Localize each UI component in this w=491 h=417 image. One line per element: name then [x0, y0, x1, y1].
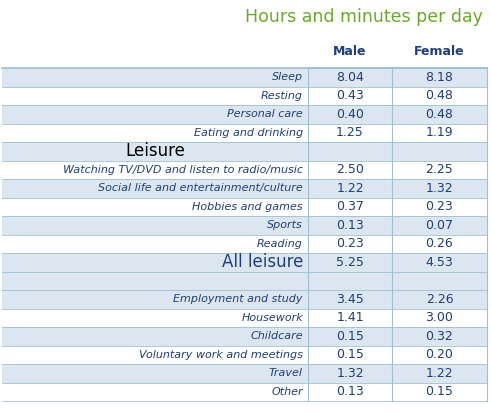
- Text: 0.13: 0.13: [336, 385, 364, 398]
- Text: 3.00: 3.00: [426, 311, 453, 324]
- Text: 0.15: 0.15: [336, 330, 364, 343]
- Text: Personal care: Personal care: [227, 109, 303, 119]
- Text: 0.40: 0.40: [336, 108, 364, 121]
- Text: 1.32: 1.32: [426, 182, 453, 195]
- Text: 4.53: 4.53: [426, 256, 453, 269]
- Text: 0.07: 0.07: [426, 219, 454, 232]
- Text: 0.23: 0.23: [426, 200, 453, 213]
- Bar: [2, 327, 487, 346]
- Bar: [2, 271, 487, 290]
- Bar: [2, 234, 487, 253]
- Text: Eating and drinking: Eating and drinking: [194, 128, 303, 138]
- Bar: [2, 309, 487, 327]
- Text: Leisure: Leisure: [125, 142, 185, 160]
- Text: Resting: Resting: [261, 91, 303, 101]
- Bar: [2, 216, 487, 234]
- Text: 8.18: 8.18: [426, 71, 453, 84]
- Text: 0.13: 0.13: [336, 219, 364, 232]
- Text: 0.48: 0.48: [426, 108, 453, 121]
- Bar: [2, 86, 487, 105]
- Text: 0.48: 0.48: [426, 89, 453, 102]
- Text: Housework: Housework: [241, 313, 303, 323]
- Text: Reading: Reading: [257, 239, 303, 249]
- Bar: [2, 142, 487, 161]
- Text: 0.23: 0.23: [336, 237, 364, 250]
- Text: Other: Other: [272, 387, 303, 397]
- Bar: [2, 105, 487, 123]
- Text: Sleep: Sleep: [272, 72, 303, 82]
- Text: Hours and minutes per day: Hours and minutes per day: [245, 8, 483, 26]
- Text: 0.32: 0.32: [426, 330, 453, 343]
- Text: Hobbies and games: Hobbies and games: [192, 202, 303, 212]
- Text: Sports: Sports: [267, 220, 303, 230]
- Text: 5.25: 5.25: [336, 256, 364, 269]
- Text: Childcare: Childcare: [250, 331, 303, 341]
- Text: Female: Female: [414, 45, 465, 58]
- Bar: [2, 253, 487, 271]
- Bar: [2, 382, 487, 401]
- Text: 0.15: 0.15: [426, 385, 453, 398]
- Text: 2.50: 2.50: [336, 163, 364, 176]
- Bar: [2, 179, 487, 198]
- Text: 0.26: 0.26: [426, 237, 453, 250]
- Text: 0.37: 0.37: [336, 200, 364, 213]
- Bar: [2, 364, 487, 382]
- Text: 0.15: 0.15: [336, 348, 364, 361]
- Bar: [2, 123, 487, 142]
- Text: 0.20: 0.20: [426, 348, 453, 361]
- Text: 2.26: 2.26: [426, 293, 453, 306]
- Text: Male: Male: [333, 45, 367, 58]
- Text: 0.43: 0.43: [336, 89, 364, 102]
- Text: Social life and entertainment/culture: Social life and entertainment/culture: [98, 183, 303, 193]
- Text: 2.25: 2.25: [426, 163, 453, 176]
- Text: 1.32: 1.32: [336, 367, 364, 380]
- Bar: [2, 346, 487, 364]
- Text: 1.19: 1.19: [426, 126, 453, 139]
- Text: Employment and study: Employment and study: [173, 294, 303, 304]
- Text: 1.41: 1.41: [336, 311, 364, 324]
- Bar: [2, 198, 487, 216]
- Text: 1.25: 1.25: [336, 126, 364, 139]
- Bar: [2, 290, 487, 309]
- Text: Watching TV/DVD and listen to radio/music: Watching TV/DVD and listen to radio/musi…: [63, 165, 303, 175]
- Text: Voluntary work and meetings: Voluntary work and meetings: [139, 350, 303, 360]
- Bar: [2, 68, 487, 86]
- Bar: [2, 161, 487, 179]
- Text: Travel: Travel: [269, 368, 303, 378]
- Text: 8.04: 8.04: [336, 71, 364, 84]
- Text: All leisure: All leisure: [221, 253, 303, 271]
- Text: 3.45: 3.45: [336, 293, 364, 306]
- Text: 1.22: 1.22: [336, 182, 364, 195]
- Text: 1.22: 1.22: [426, 367, 453, 380]
